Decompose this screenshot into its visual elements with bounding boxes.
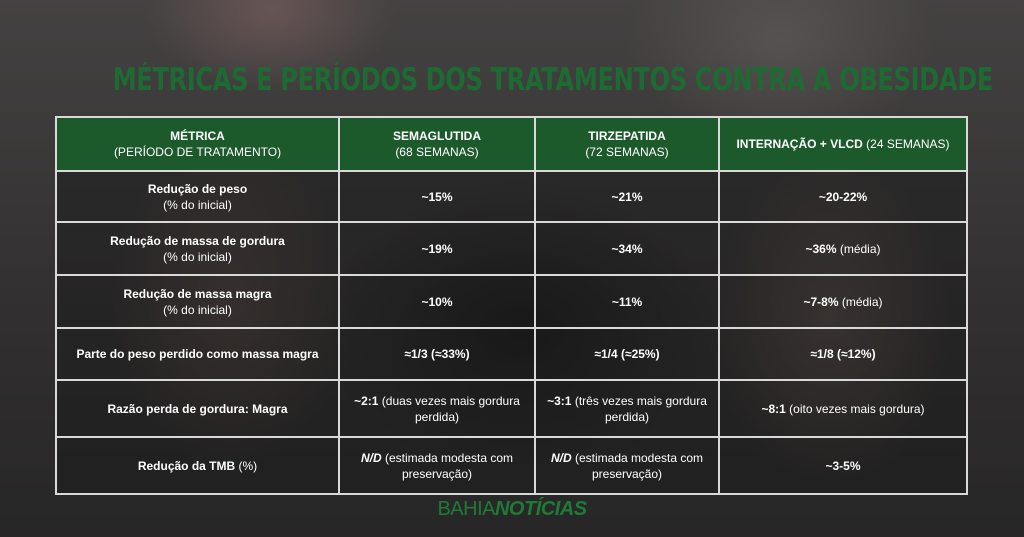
value-cell-vlcd: ~3-5% <box>718 436 968 495</box>
value-cell-semaglutida: ~19% <box>338 221 536 276</box>
value-note: (três vezes mais gordura perdida) <box>571 393 707 424</box>
value-cell-vlcd: ≈1/8 (≈12%) <box>718 327 968 381</box>
comparison-table: MÉTRICA (PERÍODO DE TRATAMENTO) SEMAGLUT… <box>55 116 968 495</box>
logo-part-noticias: NOTÍCIAS <box>494 498 587 520</box>
value-cell-tirzepatida: ~34% <box>534 221 720 276</box>
value-cell-vlcd: ~36% (média) <box>718 221 968 276</box>
metric-label: Redução de peso <box>147 181 248 196</box>
value-cell-vlcd: ~8:1 (oito vezes mais gordura) <box>718 379 968 438</box>
header-vlcd: INTERNAÇÃO + VLCD (24 SEMANAS) <box>718 116 968 172</box>
table-row: Razão perda de gordura: Magra ~2:1 (duas… <box>55 379 968 438</box>
header-tirzepatida-label: TIRZEPATIDA <box>588 129 666 143</box>
table-row: Redução de massa de gordura (% do inicia… <box>55 221 968 276</box>
metric-cell: Redução de massa de gordura (% do inicia… <box>55 221 340 276</box>
metric-cell: Redução de massa magra (% do inicial) <box>55 274 340 329</box>
value-bold: ~2:1 <box>354 393 379 408</box>
logo-part-bahia: BAHIA <box>437 498 495 520</box>
value-note: (duas vezes mais gordura perdida) <box>378 393 520 424</box>
value-cell-tirzepatida: ~21% <box>534 170 720 223</box>
value-cell-tirzepatida: ≈1/4 (≈25%) <box>534 327 720 381</box>
metric-sub: (% do inicial) <box>163 197 232 212</box>
value-cell-semaglutida: ~2:1 (duas vezes mais gordura perdida) <box>338 379 536 438</box>
value-bold: ~11% <box>611 294 643 309</box>
value-cell-semaglutida: ~10% <box>338 274 536 329</box>
value-bold: ~8:1 <box>761 401 786 416</box>
metric-cell: Parte do peso perdido como massa magra <box>55 327 340 381</box>
value-note: (estimada modesta com preservação) <box>381 450 514 481</box>
value-cell-semaglutida: ~15% <box>338 170 536 223</box>
value-cell-vlcd: ~7-8% (média) <box>718 274 968 329</box>
value-bold: ≈1/4 (≈25%) <box>594 347 660 361</box>
value-cell-vlcd: ~20-22% <box>718 170 968 223</box>
value-cell-semaglutida: ≈1/3 (≈33%) <box>338 327 536 381</box>
value-bold: ~20-22% <box>818 189 868 204</box>
metric-label: Redução de massa de gordura <box>110 233 285 248</box>
table-row: Redução da TMB (%) N/D (estimada modesta… <box>55 436 968 495</box>
metric-label: Redução da TMB <box>137 458 236 473</box>
value-note: (média) <box>838 294 883 309</box>
value-bold: ≈1/3 (≈33%) <box>404 347 470 361</box>
value-bold: ~15% <box>421 189 453 204</box>
value-bold: ~7-8% <box>803 294 839 309</box>
header-metric-sub: (PERÍODO DE TRATAMENTO) <box>113 145 282 159</box>
header-metric: MÉTRICA (PERÍODO DE TRATAMENTO) <box>55 116 340 172</box>
table-row: Parte do peso perdido como massa magra ≈… <box>55 327 968 381</box>
value-bold: ~3:1 <box>547 393 572 408</box>
header-semaglutida-sub: (68 SEMANAS) <box>395 145 479 159</box>
bahia-noticias-logo: BAHIANOTÍCIAS <box>0 498 1024 521</box>
value-bold: ~10% <box>421 294 453 309</box>
header-tirzepatida-sub: (72 SEMANAS) <box>585 145 669 159</box>
value-bold: ~19% <box>421 241 453 256</box>
value-bold: N/D <box>360 450 382 465</box>
value-note: (oito vezes mais gordura) <box>785 401 925 416</box>
table-header-row: MÉTRICA (PERÍODO DE TRATAMENTO) SEMAGLUT… <box>55 116 968 172</box>
metric-label: Parte do peso perdido como massa magra <box>76 347 319 361</box>
metric-sub: (% do inicial) <box>163 302 232 317</box>
value-bold: N/D <box>550 450 572 465</box>
value-bold: ≈1/8 (≈12%) <box>810 347 876 361</box>
page-title: MÉTRICAS E PERÍODOS DOS TRATAMENTOS CONT… <box>112 62 994 98</box>
metric-cell: Redução de peso (% do inicial) <box>55 170 340 223</box>
metric-cell: Redução da TMB (%) <box>55 436 340 495</box>
value-bold: ~3-5% <box>825 458 861 473</box>
metric-label: Razão perda de gordura: Magra <box>107 401 288 416</box>
value-note: (média) <box>836 241 881 256</box>
header-vlcd-sub: (24 SEMANAS) <box>866 137 950 151</box>
metric-cell: Razão perda de gordura: Magra <box>55 379 340 438</box>
value-bold: ~21% <box>611 189 643 204</box>
header-metric-label: MÉTRICA <box>170 129 225 143</box>
table-row: Redução de peso (% do inicial) ~15% ~21%… <box>55 170 968 223</box>
value-cell-semaglutida: N/D (estimada modesta com preservação) <box>338 436 536 495</box>
metric-sub: (% do inicial) <box>163 249 232 264</box>
metric-note: (%) <box>235 458 258 473</box>
value-cell-tirzepatida: ~11% <box>534 274 720 329</box>
value-note: (estimada modesta com preservação) <box>571 450 704 481</box>
header-semaglutida: SEMAGLUTIDA (68 SEMANAS) <box>338 116 536 172</box>
header-tirzepatida: TIRZEPATIDA (72 SEMANAS) <box>534 116 720 172</box>
value-bold: ~34% <box>611 241 643 256</box>
value-bold: ~36% <box>805 241 837 256</box>
value-cell-tirzepatida: N/D (estimada modesta com preservação) <box>534 436 720 495</box>
metric-label: Redução de massa magra <box>123 286 272 301</box>
value-cell-tirzepatida: ~3:1 (três vezes mais gordura perdida) <box>534 379 720 438</box>
table-row: Redução de massa magra (% do inicial) ~1… <box>55 274 968 329</box>
header-semaglutida-label: SEMAGLUTIDA <box>393 129 481 143</box>
header-vlcd-label: INTERNAÇÃO + VLCD <box>736 137 863 151</box>
